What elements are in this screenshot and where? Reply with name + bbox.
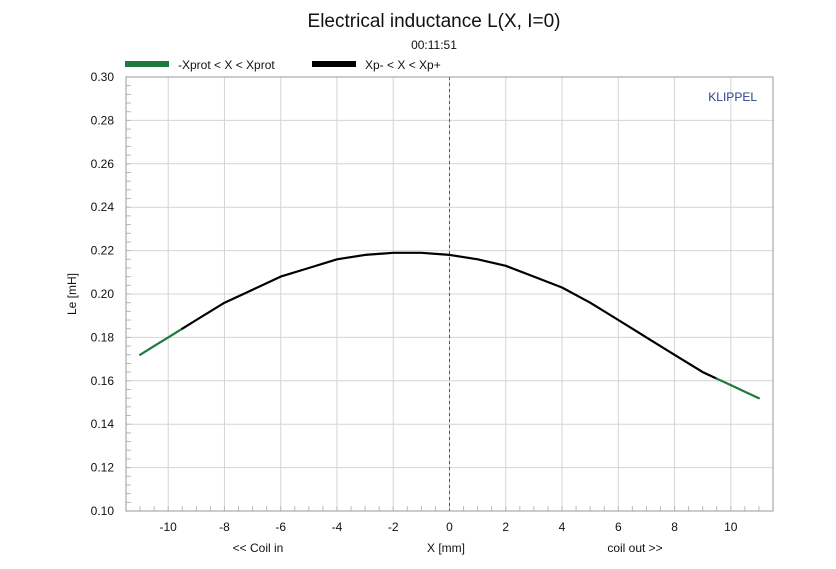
y-tick-label: 0.18 xyxy=(91,330,115,344)
legend-label-series-2: Xp- < X < Xp+ xyxy=(365,58,441,72)
y-tick-label: 0.24 xyxy=(91,200,115,214)
x-tick-label: 6 xyxy=(615,520,622,534)
plot-frame xyxy=(125,76,774,512)
y-tick-label: 0.12 xyxy=(91,461,115,475)
watermark: KLIPPEL xyxy=(708,90,757,104)
x-tick-label: 0 xyxy=(446,520,453,534)
x-axis-note-right: coil out >> xyxy=(607,541,662,555)
y-tick-label: 0.16 xyxy=(91,374,115,388)
series-group xyxy=(139,251,760,400)
y-tick-label: 0.10 xyxy=(91,504,115,518)
x-tick-label: -4 xyxy=(332,520,343,534)
y-axis: 0.10 0.12 0.14 0.16 0.18 0.20 0.22 0.24 0.26 0.28… xyxy=(91,70,115,518)
legend-label-series-1: -Xprot < X < Xprot xyxy=(178,58,275,72)
series-line-1 xyxy=(139,327,184,356)
y-tick-label: 0.28 xyxy=(91,113,115,127)
y-axis-label: Le [mH] xyxy=(65,273,79,315)
chart-subtitle: 00:11:51 xyxy=(411,38,457,52)
x-axis-label: X [mm] xyxy=(427,541,465,555)
legend-swatch-series-1 xyxy=(125,61,169,67)
y-tick-label: 0.14 xyxy=(91,417,115,431)
y-tick-label: 0.30 xyxy=(91,70,115,84)
x-tick-label: 2 xyxy=(502,520,509,534)
y-tick-label: 0.26 xyxy=(91,157,115,171)
x-tick-label: 10 xyxy=(724,520,738,534)
x-tick-label: -10 xyxy=(160,520,178,534)
series-line-3 xyxy=(715,377,760,400)
x-axis-note-left: << Coil in xyxy=(233,541,284,555)
x-tick-label: -2 xyxy=(388,520,399,534)
x-axis: -10 -8 -6 -4 -2 0 2 4 6 8 10 xyxy=(160,520,738,534)
x-tick-label: -6 xyxy=(275,520,286,534)
x-tick-label: -8 xyxy=(219,520,230,534)
legend-swatch-series-2 xyxy=(312,61,356,67)
minor-ticks xyxy=(125,76,774,512)
y-tick-label: 0.22 xyxy=(91,244,115,258)
y-tick-label: 0.20 xyxy=(91,287,115,301)
chart-title: Electrical inductance L(X, I=0) xyxy=(308,11,561,32)
series-line-2 xyxy=(181,251,718,380)
x-tick-label: 8 xyxy=(671,520,678,534)
legend: -Xprot < X < Xprot Xp- < X < Xp+ xyxy=(125,58,441,72)
x-tick-label: 4 xyxy=(559,520,566,534)
